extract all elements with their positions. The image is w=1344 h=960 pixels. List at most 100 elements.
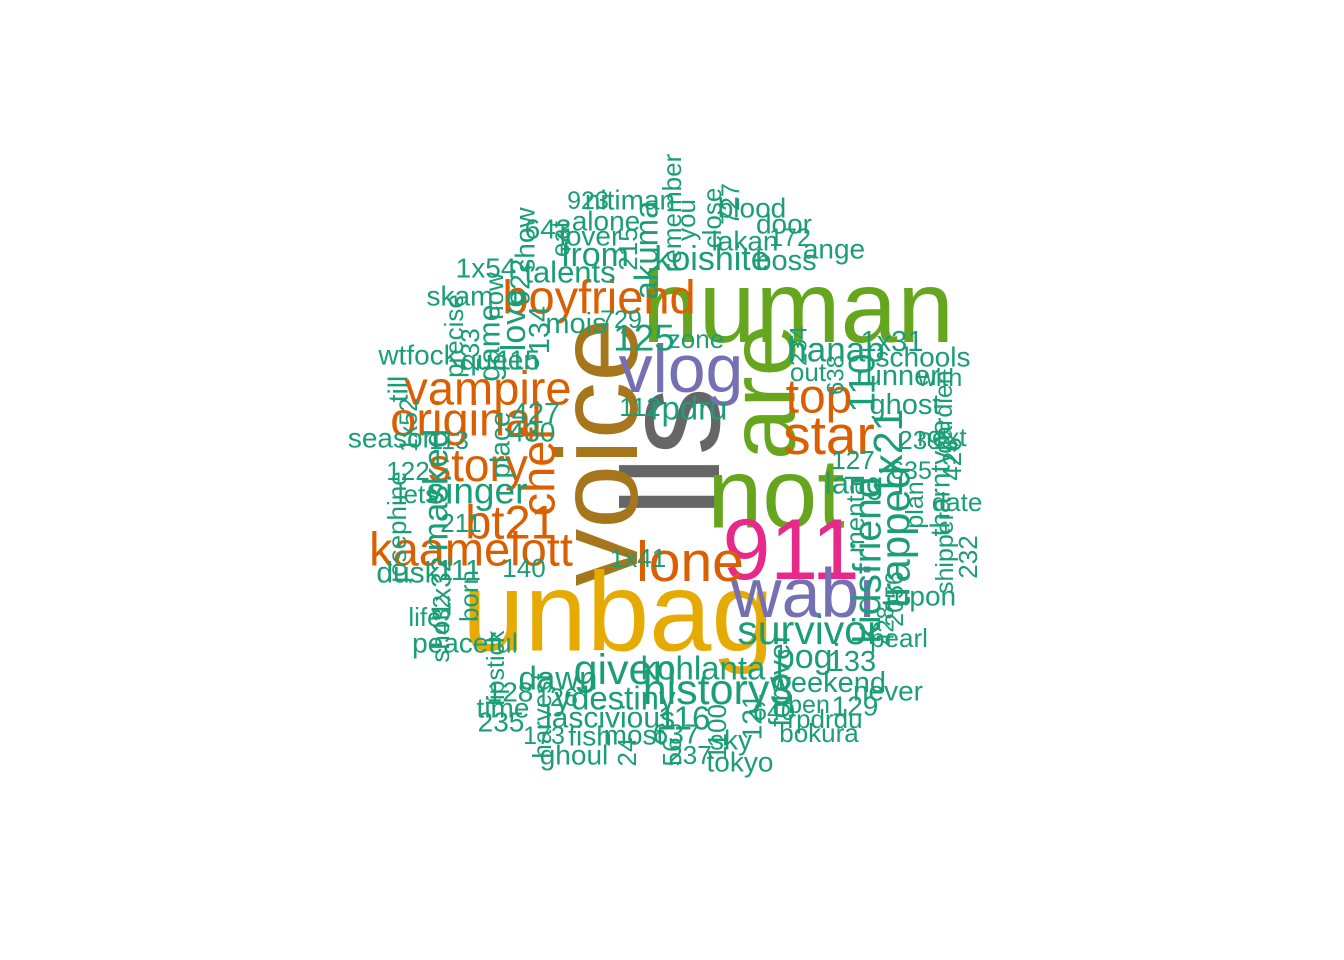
cloud-word: till — [383, 376, 414, 402]
cloud-word: singer — [427, 471, 528, 512]
cloud-word: 1x32 — [426, 557, 457, 618]
cloud-word: 112 — [619, 392, 660, 422]
cloud-word: 427 — [512, 398, 560, 430]
cloud-word: josephine — [382, 471, 412, 583]
cloud-word: born — [454, 570, 484, 622]
cloud-word: lascivious — [545, 702, 675, 735]
cloud-word: 24 — [612, 738, 642, 767]
cloud-word: 635 — [890, 457, 932, 485]
cloud-word: 1x54 — [456, 253, 517, 284]
cloud-word: boss — [755, 245, 816, 277]
cloud-word: season — [348, 423, 438, 454]
cloud-word: 426 — [937, 437, 967, 480]
cloud-word: ydestiny — [554, 680, 676, 717]
cloud-word: schools — [876, 342, 971, 373]
cloud-word: life — [408, 602, 441, 632]
cloud-word: akuma — [628, 200, 665, 300]
cloud-word: 173 — [523, 722, 565, 750]
cloud-word: 56 — [657, 738, 687, 767]
cloud-word: masked — [417, 429, 456, 552]
cloud-word: vlog — [619, 331, 744, 407]
cloud-word: 237 — [668, 740, 711, 770]
cloud-word: you — [671, 199, 701, 241]
cloud-word: skam — [427, 281, 494, 312]
cloud-word: ange — [803, 234, 865, 265]
cloud-word: star — [783, 404, 875, 466]
cloud-word: 432 — [429, 595, 456, 635]
cloud-word: 133 — [828, 646, 876, 678]
cloud-word: now — [479, 272, 509, 320]
cloud-word: top — [786, 371, 853, 424]
cloud-word: zone — [668, 324, 724, 354]
cloud-word: 643 — [525, 214, 572, 245]
cloud-word: upon — [894, 581, 956, 612]
cloud-word: 727 — [717, 183, 745, 225]
cloud-word: 234 — [786, 326, 813, 366]
cloud-word: tokyo — [707, 747, 774, 778]
cloud-word: 239 — [898, 425, 941, 455]
cloud-word: story — [428, 439, 528, 491]
cloud-word: 640 — [753, 698, 795, 726]
cloud-word: plan — [901, 481, 929, 528]
cloud-word: are — [710, 324, 815, 460]
cloud-word: with — [917, 364, 962, 392]
cloud-word: pogi — [776, 638, 840, 676]
cloud-word: kaamelott — [369, 523, 573, 576]
cloud-word: close — [697, 188, 727, 249]
cloud-word: harvest — [527, 673, 557, 759]
cloud-word: forever — [764, 633, 797, 726]
cloud-word: 172 — [769, 224, 811, 252]
cloud-word: 1x21 — [865, 409, 911, 498]
cloud-word: 140 — [502, 553, 545, 583]
cloud-word: dawn — [519, 660, 598, 697]
cloud-word: wtfock — [377, 340, 458, 371]
cloud-word: 911 — [722, 502, 859, 598]
cloud-word: given — [574, 646, 677, 694]
cloud-word: 116 — [658, 700, 711, 737]
cloud-word: lang — [825, 466, 884, 501]
cloud-word: rpdrdu — [787, 704, 862, 734]
cloud-word: trapped — [872, 466, 919, 608]
cloud-word: love — [495, 289, 533, 351]
cloud-word: runner — [856, 360, 940, 392]
cloud-word: lakan — [712, 226, 779, 257]
cloud-word: place — [485, 412, 516, 479]
cloud-word: pearl — [870, 623, 928, 653]
cloud-word: 110 — [842, 354, 883, 413]
cloud-word: 111 — [437, 555, 481, 587]
cloud-word: show — [510, 207, 541, 273]
cloud-word: 128 — [487, 677, 534, 708]
cloud-word: kohlanta — [641, 650, 766, 687]
cloud-word: 1x52 — [395, 398, 423, 452]
cloud-word: weekend — [769, 667, 886, 699]
cloud-word: voice — [534, 318, 662, 586]
cloud-word: 638 — [823, 355, 850, 395]
cloud-word: lls — [595, 387, 749, 517]
cloud-word: 428 — [873, 606, 900, 646]
cloud-word: kidsfriend — [847, 477, 890, 644]
cloud-word: eat — [545, 220, 575, 257]
cloud-word: 923 — [567, 187, 609, 215]
cloud-word: queen — [461, 345, 539, 376]
cloud-word: time — [477, 693, 530, 724]
cloud-word: wabi — [730, 554, 875, 632]
cloud-word: from — [561, 236, 629, 274]
cloud-word: ghost — [870, 389, 941, 421]
cloud-word: 121 — [737, 694, 768, 741]
cloud-word: talents — [524, 255, 615, 290]
cloud-word: game — [472, 304, 507, 382]
cloud-word: shipper — [931, 512, 959, 594]
cloud-word: 113 — [429, 427, 469, 455]
cloud-word: lets — [398, 479, 438, 509]
cloud-word: not — [707, 438, 845, 549]
cloud-word: 1x31 — [861, 326, 924, 358]
cloud-word: rpdru — [650, 390, 727, 427]
cloud-word: 729 — [600, 306, 642, 334]
cloud-word: blood — [718, 193, 787, 224]
cloud-word: 115 — [496, 345, 541, 376]
cloud-word: 1100 — [702, 704, 732, 760]
cloud-word: survivor — [737, 607, 881, 653]
cloud-word: 215 — [613, 227, 643, 270]
